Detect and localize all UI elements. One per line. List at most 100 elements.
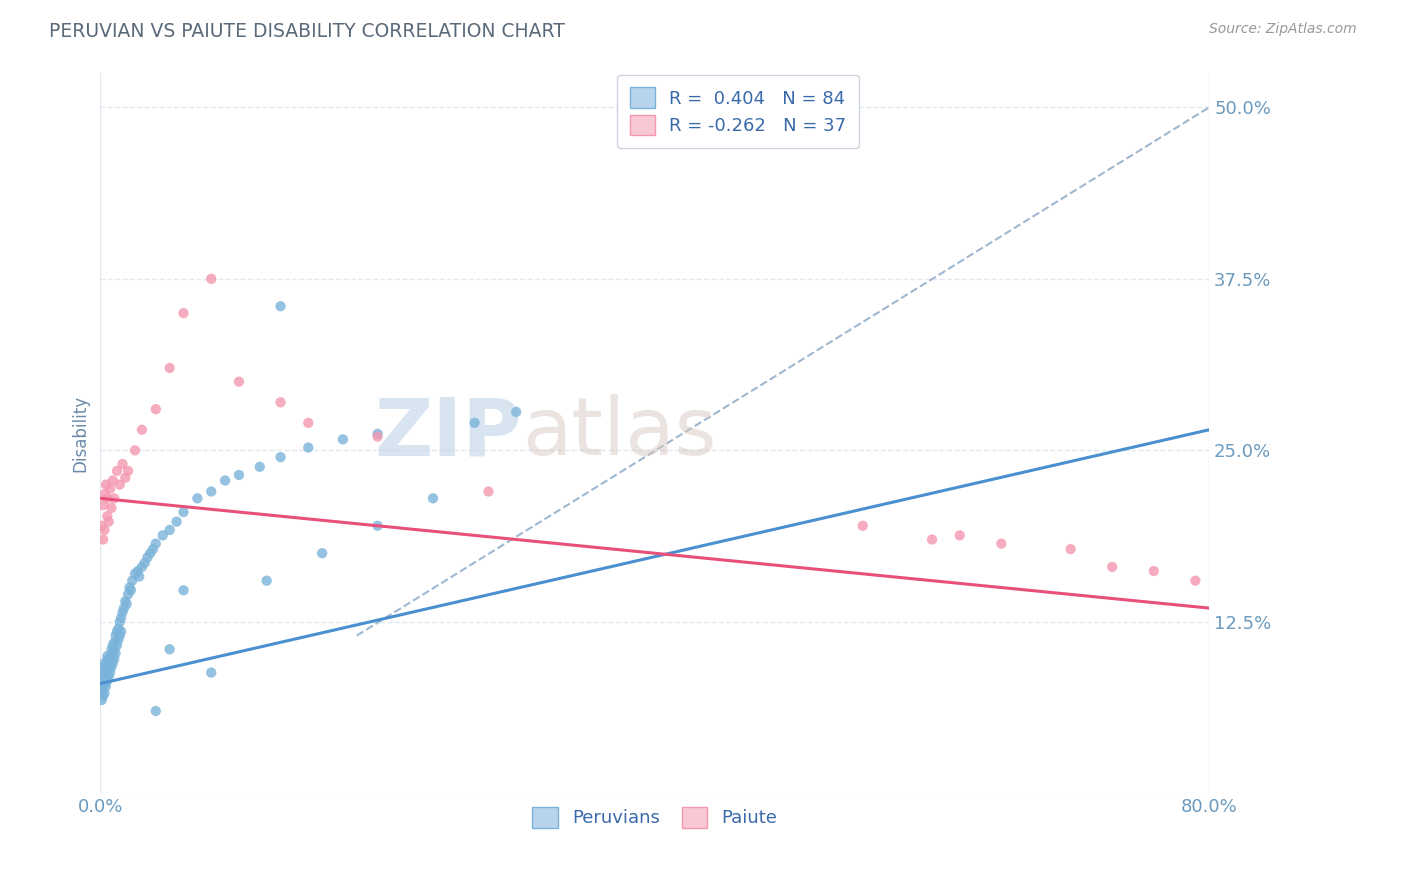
- Point: [110, 624, 132, 639]
- Point: [145, 704, 167, 718]
- Point: [101, 647, 124, 661]
- Text: PERUVIAN VS PAIUTE DISABILITY CORRELATION CHART: PERUVIAN VS PAIUTE DISABILITY CORRELATIO…: [49, 22, 565, 41]
- Point: [97, 660, 120, 674]
- Text: atlas: atlas: [522, 394, 716, 472]
- Point: [105, 638, 128, 652]
- Point: [921, 533, 943, 547]
- Point: [100, 660, 122, 674]
- Point: [214, 474, 236, 488]
- Point: [112, 601, 135, 615]
- Point: [114, 594, 136, 608]
- Point: [91, 533, 114, 547]
- Point: [101, 638, 124, 652]
- Legend: Peruvians, Paiute: Peruvians, Paiute: [526, 799, 785, 835]
- Point: [270, 395, 292, 409]
- Point: [96, 663, 118, 677]
- Point: [142, 542, 165, 557]
- Point: [127, 564, 149, 578]
- Y-axis label: Disability: Disability: [72, 394, 89, 472]
- Point: [91, 670, 114, 684]
- Point: [97, 670, 120, 684]
- Point: [131, 423, 153, 437]
- Point: [256, 574, 278, 588]
- Point: [96, 649, 118, 664]
- Point: [94, 477, 117, 491]
- Point: [107, 632, 129, 647]
- Point: [166, 515, 188, 529]
- Point: [367, 426, 389, 441]
- Point: [173, 505, 195, 519]
- Text: Source: ZipAtlas.com: Source: ZipAtlas.com: [1209, 22, 1357, 37]
- Point: [103, 635, 125, 649]
- Point: [90, 673, 112, 688]
- Point: [145, 402, 167, 417]
- Point: [93, 665, 115, 680]
- Point: [367, 518, 389, 533]
- Point: [94, 660, 117, 674]
- Point: [98, 482, 121, 496]
- Point: [139, 546, 162, 560]
- Point: [145, 536, 167, 550]
- Point: [91, 660, 114, 674]
- Point: [1059, 542, 1081, 557]
- Point: [100, 642, 122, 657]
- Point: [477, 484, 499, 499]
- Point: [98, 665, 121, 680]
- Point: [200, 272, 222, 286]
- Point: [103, 491, 125, 506]
- Point: [91, 679, 114, 693]
- Point: [159, 361, 181, 376]
- Point: [108, 615, 131, 629]
- Point: [464, 416, 486, 430]
- Point: [118, 581, 141, 595]
- Point: [91, 689, 114, 703]
- Point: [93, 487, 115, 501]
- Point: [96, 656, 118, 670]
- Point: [93, 676, 115, 690]
- Point: [96, 491, 118, 506]
- Point: [200, 484, 222, 499]
- Point: [505, 405, 527, 419]
- Point: [90, 518, 112, 533]
- Point: [990, 536, 1012, 550]
- Point: [422, 491, 444, 506]
- Point: [103, 642, 125, 657]
- Point: [97, 515, 120, 529]
- Point: [120, 583, 142, 598]
- Point: [117, 464, 139, 478]
- Point: [159, 642, 181, 657]
- Point: [949, 528, 972, 542]
- Point: [100, 500, 122, 515]
- Point: [124, 443, 146, 458]
- Point: [108, 477, 131, 491]
- Point: [852, 518, 875, 533]
- Point: [200, 665, 222, 680]
- Point: [93, 656, 115, 670]
- Point: [104, 629, 127, 643]
- Point: [105, 624, 128, 639]
- Point: [117, 587, 139, 601]
- Point: [297, 416, 319, 430]
- Point: [107, 622, 129, 636]
- Point: [91, 498, 114, 512]
- Point: [311, 546, 333, 560]
- Point: [90, 693, 112, 707]
- Point: [173, 583, 195, 598]
- Point: [228, 468, 250, 483]
- Point: [1184, 574, 1206, 588]
- Point: [94, 670, 117, 684]
- Point: [114, 471, 136, 485]
- Point: [297, 441, 319, 455]
- Point: [96, 673, 118, 688]
- Point: [98, 649, 121, 664]
- Point: [101, 656, 124, 670]
- Point: [367, 429, 389, 443]
- Point: [159, 523, 181, 537]
- Point: [186, 491, 208, 506]
- Point: [100, 652, 122, 666]
- Point: [173, 306, 195, 320]
- Point: [332, 433, 354, 447]
- Point: [115, 597, 138, 611]
- Point: [228, 375, 250, 389]
- Point: [134, 556, 156, 570]
